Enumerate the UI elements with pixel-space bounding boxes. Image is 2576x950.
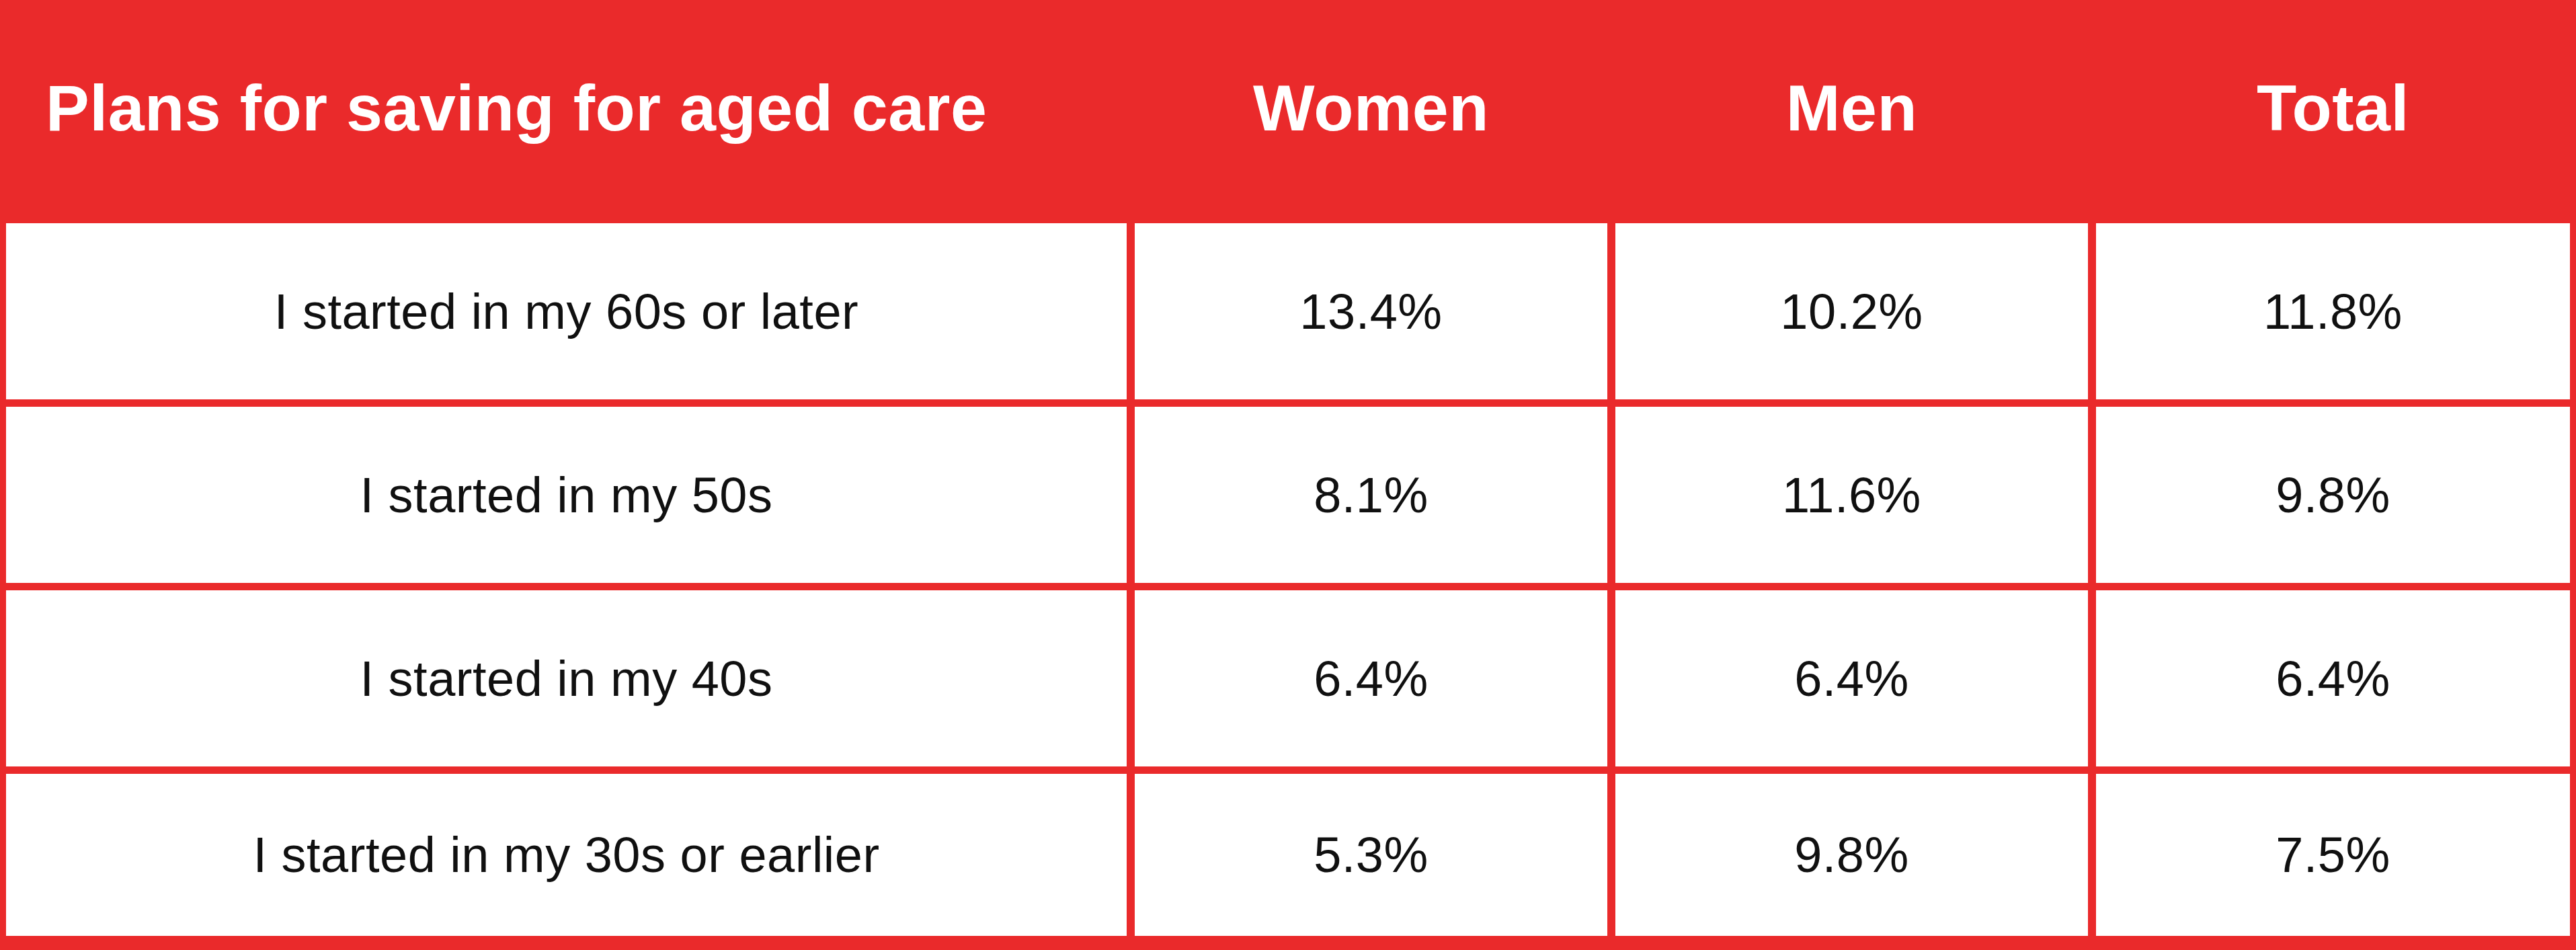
value-30s-total: 7.5% [2096, 774, 2570, 936]
value-60s-total: 11.8% [2096, 223, 2570, 399]
row-label-60s-or-later: I started in my 60s or later [6, 223, 1127, 399]
row-label-30s-or-earlier: I started in my 30s or earlier [6, 774, 1127, 936]
aged-care-savings-table: Plans for saving for aged care Women Men… [0, 0, 2576, 950]
value-60s-women: 13.4% [1135, 223, 1607, 399]
table-grid: Plans for saving for aged care Women Men… [0, 0, 2576, 950]
column-header-men: Men [1615, 0, 2088, 216]
column-header-total: Total [2096, 0, 2570, 216]
value-50s-total: 9.8% [2096, 407, 2570, 583]
value-40s-men: 6.4% [1615, 590, 2088, 766]
row-label-40s: I started in my 40s [6, 590, 1127, 766]
row-label-50s: I started in my 50s [6, 407, 1127, 583]
value-30s-women: 5.3% [1135, 774, 1607, 936]
value-40s-total: 6.4% [2096, 590, 2570, 766]
value-60s-men: 10.2% [1615, 223, 2088, 399]
value-50s-men: 11.6% [1615, 407, 2088, 583]
value-30s-men: 9.8% [1615, 774, 2088, 936]
value-50s-women: 8.1% [1135, 407, 1607, 583]
value-40s-women: 6.4% [1135, 590, 1607, 766]
table-title-header-cell: Plans for saving for aged care [6, 0, 1127, 216]
column-header-women: Women [1135, 0, 1607, 216]
